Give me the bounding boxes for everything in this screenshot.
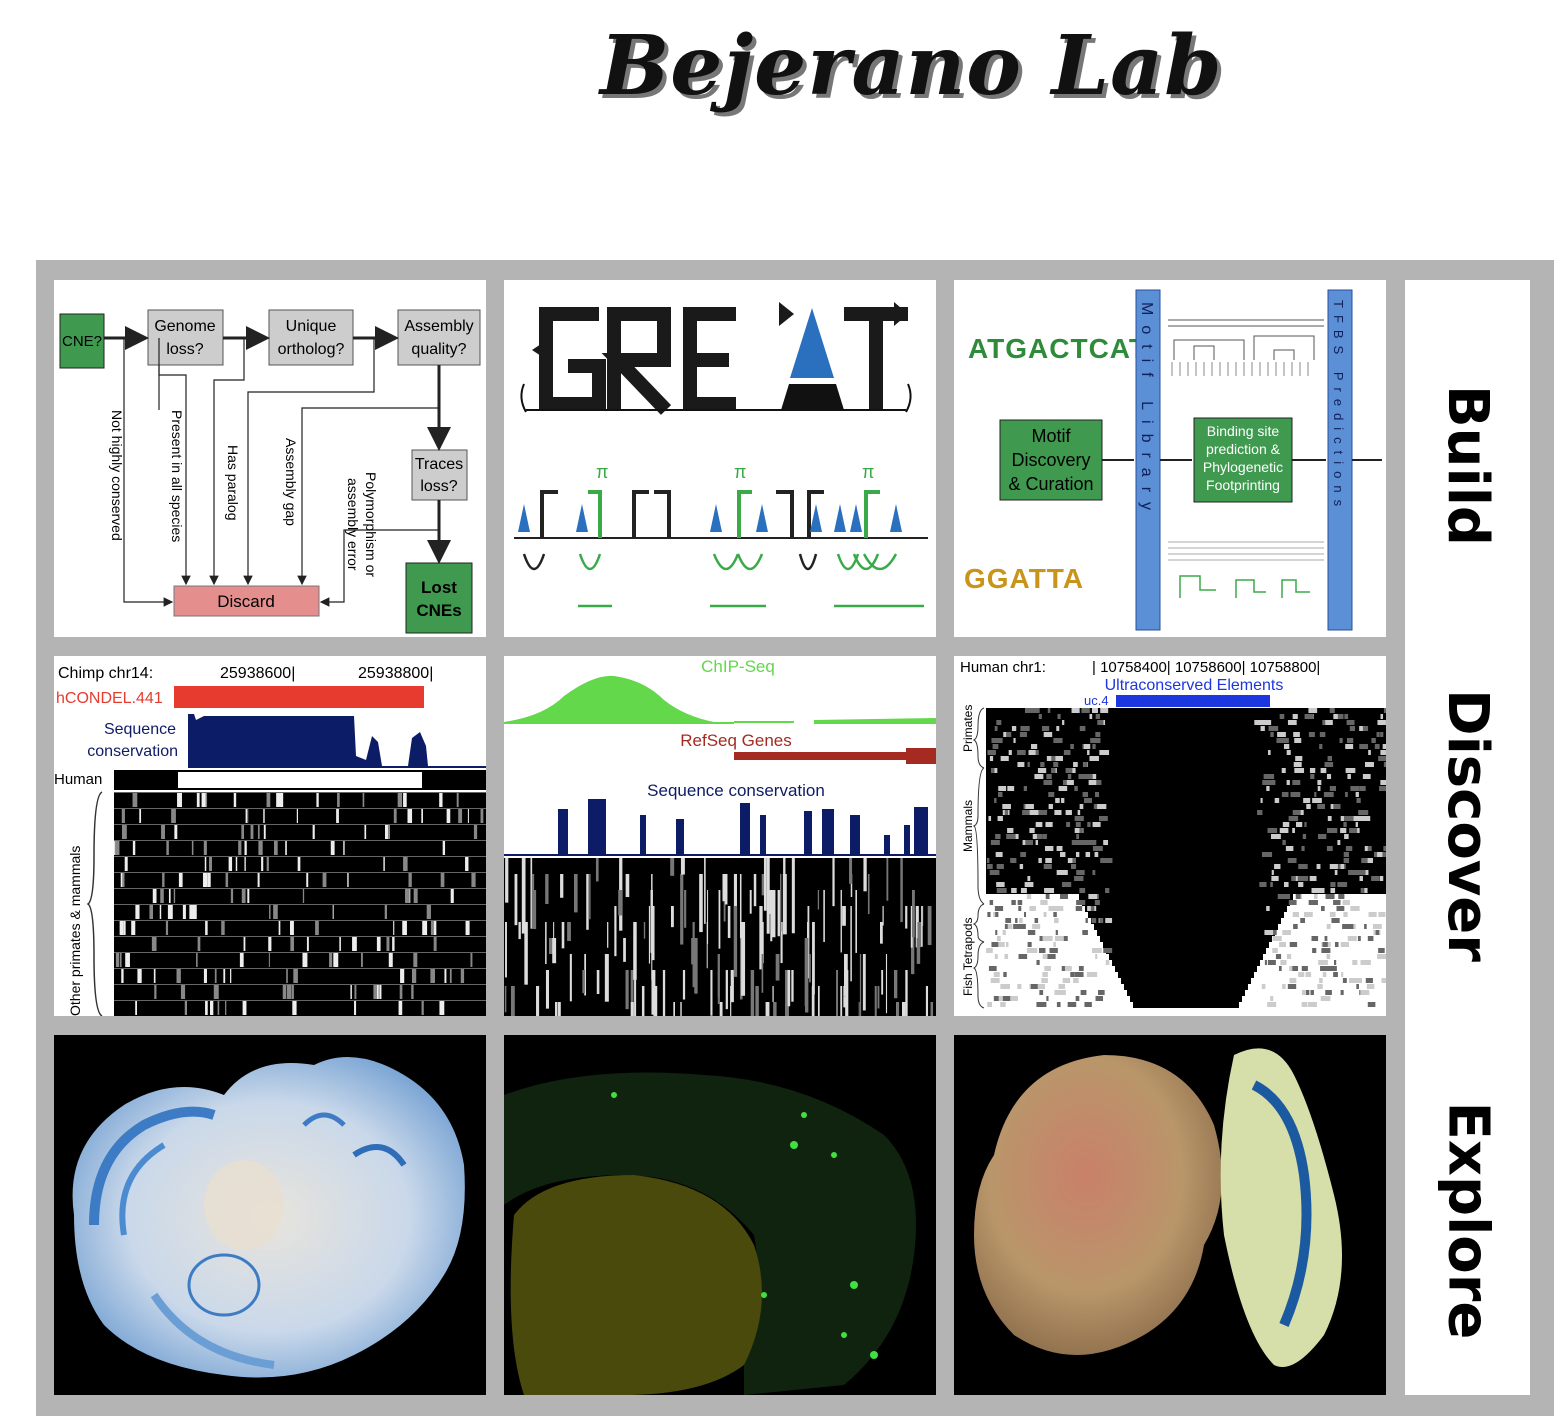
- mammals-label: Mammals: [961, 800, 975, 852]
- great-panel: π π π: [504, 280, 936, 637]
- cne-box-label: CNE?: [62, 333, 102, 350]
- mouse-embryo-image: [72, 1057, 465, 1378]
- lost-cnes-label-2: CNEs: [416, 601, 461, 620]
- traces-loss-label-2: loss?: [420, 478, 457, 495]
- flowchart-panel: CNE? Genome loss? Unique ortholog? Assem…: [54, 280, 486, 637]
- seqcons-label-2: conservation: [87, 743, 178, 760]
- genome-loss-label-2: loss?: [166, 341, 203, 358]
- binding-label-2: prediction &: [1206, 441, 1281, 457]
- tfbs-label: TFBS Predictions: [1331, 300, 1346, 513]
- flowchart: CNE? Genome loss? Unique ortholog? Assem…: [59, 309, 481, 634]
- has-paralog-label: Has paralog: [225, 445, 241, 521]
- unique-ortholog-label-2: ortholog?: [278, 341, 345, 358]
- assembly-gap-label: Assembly gap: [283, 438, 299, 526]
- chimp-browser: Chimp chr14: 25938600| 25938800| hCONDEL…: [54, 665, 486, 1016]
- human-chr-label: Human chr1:: [960, 659, 1046, 676]
- label-build: Build: [1435, 384, 1500, 546]
- polymorphism-label-2: assembly error: [345, 478, 361, 571]
- discovery-label-1: Motif: [1031, 426, 1071, 446]
- embryo-section-photo: [954, 1035, 1386, 1395]
- assembly-quality-label-1: Assembly: [404, 318, 473, 335]
- human-pos-label: | 10758400| 10758600| 10758800|: [1092, 659, 1320, 676]
- chimp-pos1-label: 25938600|: [220, 665, 295, 682]
- chimp-chr-label: Chimp chr14:: [58, 665, 153, 682]
- great-logo: π π π: [514, 302, 928, 608]
- embryo-section-image: [974, 1048, 1342, 1367]
- binding-label-3: Phylogenetic: [1203, 459, 1283, 475]
- chipseq-label: ChIP-Seq: [701, 657, 775, 676]
- mouse-embryo-photo: [54, 1035, 486, 1395]
- pi-symbol-1: π: [596, 462, 608, 482]
- zebrafish-image: [504, 1072, 916, 1395]
- label-discover: Discover: [1435, 688, 1500, 962]
- chip-seqcons-label: Sequence conservation: [647, 781, 825, 800]
- binding-label-1: Binding site: [1207, 423, 1280, 439]
- motif-panel: ATGACTCAT GGATTA Motif Discovery & Curat…: [954, 280, 1386, 637]
- motif-logo-1: ATGACTCAT: [968, 333, 1147, 364]
- uc-label: uc.4: [1084, 693, 1109, 708]
- section-labels: Build Discover Explore: [1405, 280, 1530, 1395]
- chipseq-panel: ChIP-Seq RefSeq Genes Sequence conservat…: [504, 656, 936, 1016]
- motif-logo-2: GGATTA: [964, 563, 1084, 594]
- assembly-quality-label-2: quality?: [411, 341, 466, 358]
- human-panel: Human chr1: | 10758400| 10758600| 107588…: [954, 656, 1386, 1016]
- chimp-pos2-label: 25938800|: [358, 665, 433, 682]
- chipseq-browser: ChIP-Seq RefSeq Genes Sequence conservat…: [504, 657, 936, 1016]
- discovery-label-3: & Curation: [1008, 474, 1093, 494]
- seqcons-label-1: Sequence: [104, 721, 176, 738]
- lost-cnes-label-1: Lost: [421, 578, 457, 597]
- primates-label: Primates: [961, 705, 975, 752]
- motif-diagram: ATGACTCAT GGATTA Motif Discovery & Curat…: [964, 289, 1382, 631]
- uce-label: Ultraconserved Elements: [1105, 677, 1284, 694]
- label-explore: Explore: [1435, 1101, 1501, 1339]
- discovery-label-2: Discovery: [1011, 450, 1090, 470]
- discard-label: Discard: [217, 592, 275, 611]
- pi-symbol-3: π: [862, 462, 874, 482]
- condel-label: hCONDEL.441: [56, 690, 163, 707]
- traces-loss-label-1: Traces: [415, 456, 463, 473]
- present-all-species-label: Present in all species: [169, 410, 185, 542]
- polymorphism-label-1: Polymorphism or: [363, 472, 379, 577]
- fish-tetrapods-label: Fish Tetrapods: [961, 918, 975, 997]
- pi-symbol-2: π: [734, 462, 746, 482]
- refseq-label: RefSeq Genes: [680, 731, 792, 750]
- other-species-label: Other primates & mammals: [67, 846, 83, 1016]
- human-label: Human: [54, 771, 102, 788]
- motif-library-label: Motif Library: [1138, 302, 1155, 520]
- human-browser: Human chr1: | 10758400| 10758600| 107588…: [960, 659, 1386, 1009]
- chimp-panel: Chimp chr14: 25938600| 25938800| hCONDEL…: [54, 656, 486, 1016]
- zebrafish-photo: [504, 1035, 936, 1395]
- not-highly-conserved-label: Not highly conserved: [109, 410, 125, 541]
- unique-ortholog-label-1: Unique: [286, 318, 337, 335]
- genome-loss-label-1: Genome: [154, 318, 215, 335]
- binding-label-4: Footprinting: [1206, 477, 1280, 493]
- page-title: Bejerano Lab: [600, 18, 1223, 114]
